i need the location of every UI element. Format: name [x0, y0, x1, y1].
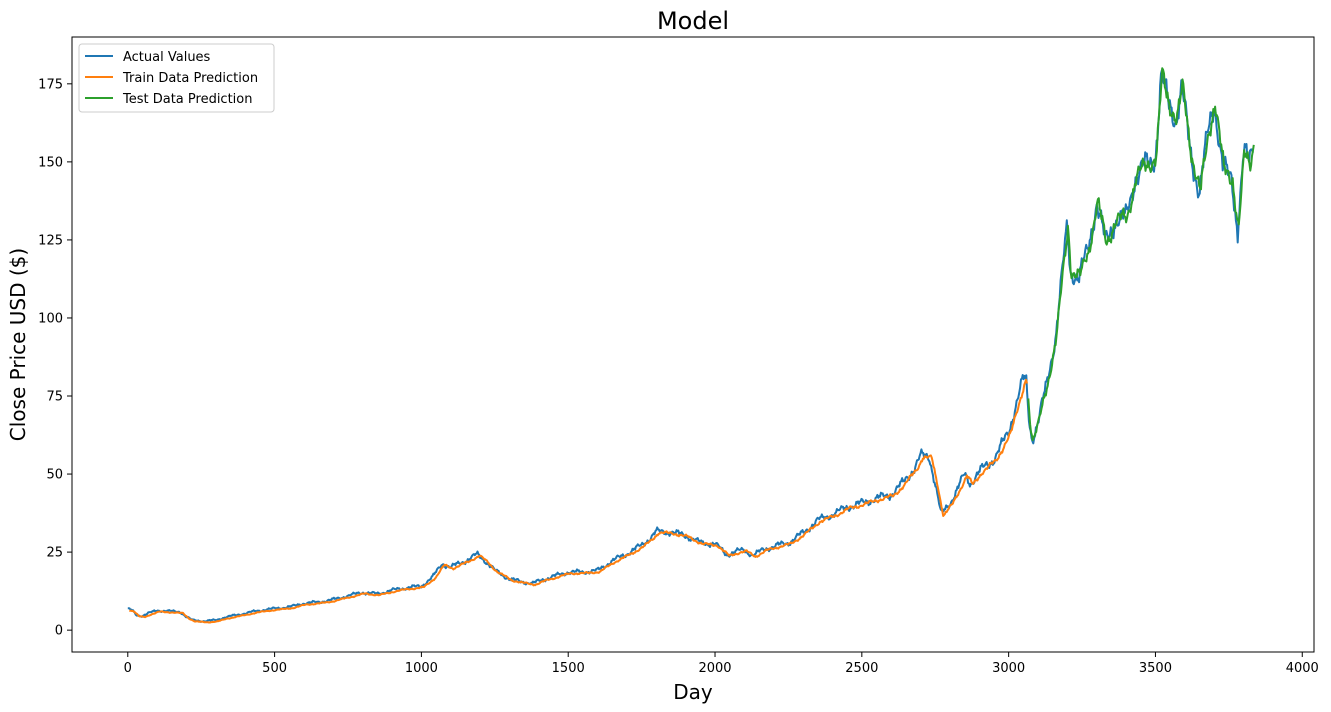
x-tick-label: 2000: [698, 661, 731, 676]
y-axis-ticks: 0 25 50 75 100 125 150 175: [38, 77, 72, 639]
y-tick-label: 125: [38, 233, 63, 248]
legend-box: [78, 43, 275, 113]
x-axis-label: Day: [673, 680, 713, 704]
legend-label: Train Data Prediction: [122, 71, 258, 86]
y-tick-label: 100: [38, 311, 63, 326]
x-tick-label: 0: [124, 661, 132, 676]
x-tick-label: 3000: [992, 661, 1025, 676]
legend: Actual Values Train Data Prediction Test D…: [78, 43, 275, 113]
x-tick-label: 4000: [1286, 661, 1319, 676]
y-tick-label: 75: [46, 390, 63, 405]
plot-frame: [71, 36, 1315, 653]
legend-label: Actual Values: [123, 50, 211, 65]
y-tick-label: 25: [46, 546, 63, 561]
y-tick-label: 150: [38, 155, 63, 170]
series-line-1: [127, 69, 1255, 623]
x-tick-label: 1500: [552, 661, 585, 676]
series-layer: [127, 67, 1255, 624]
y-axis-label: Close Price USD ($): [6, 248, 30, 441]
y-tick-label: 0: [55, 624, 63, 639]
y-tick-label: 175: [38, 77, 63, 92]
y-tick-label: 50: [46, 468, 63, 483]
x-tick-label: 1000: [405, 661, 438, 676]
x-tick-label: 3500: [1139, 661, 1172, 676]
x-tick-label: 2500: [845, 661, 878, 676]
series-line-2: [129, 378, 1028, 624]
chart-title: Model: [657, 7, 729, 35]
x-tick-label: 500: [262, 661, 287, 676]
x-axis-ticks: 0 500 1000 1500 2000 2500 3000 3500 4000: [124, 652, 1319, 676]
series-line-3: [1027, 67, 1255, 442]
legend-label: Test Data Prediction: [122, 92, 253, 107]
